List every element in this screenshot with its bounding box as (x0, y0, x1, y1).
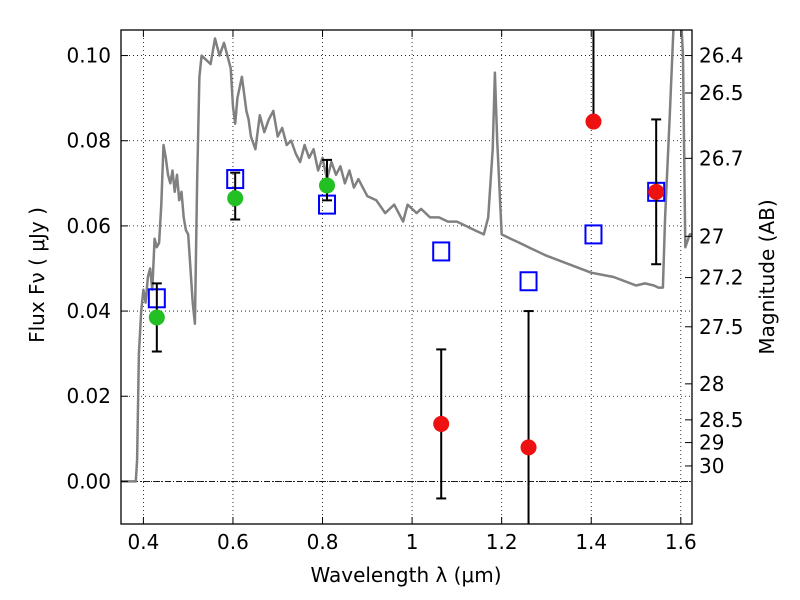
magnitude-tick-label: 27.5 (699, 315, 744, 339)
magnitude-tick-label: 26.7 (699, 146, 744, 170)
magnitude-tick-label: 28.5 (699, 408, 744, 432)
axes (120, 29, 693, 525)
y-tick-label: 0.00 (66, 469, 111, 493)
x-tick-label: 0.8 (307, 530, 339, 554)
model-spectrum-line (121, 30, 692, 483)
flux-point-marker (433, 415, 450, 432)
x-tick-label: 1 (406, 530, 419, 554)
x-tick-label: 0.4 (127, 530, 159, 554)
magnitude-tick-label: 29 (699, 431, 724, 455)
magnitude-tick-label: 28 (699, 372, 724, 396)
measurement-square-marker (432, 241, 451, 262)
y-tick-label: 0.06 (66, 214, 111, 238)
x-axis-label: Wavelength λ (μm) (310, 563, 501, 587)
measurement-square-marker (584, 224, 603, 245)
y-axis-label-right: Magnitude (AB) (755, 199, 779, 354)
magnitude-tick-label: 30 (699, 454, 724, 478)
y-tick-label: 0.10 (66, 44, 111, 68)
flux-point-marker (585, 113, 602, 130)
x-tick-label: 1.2 (486, 530, 518, 554)
tick-labels: 0.4 0.6 0.8 1 1.2 1.4 1.6 0.00 0.02 0.04 0.06 0.08 0… (66, 44, 743, 554)
flux-point-marker (148, 309, 165, 326)
flux-point-marker (648, 183, 665, 200)
magnitude-tick-label: 27 (699, 224, 724, 248)
flux-point-marker (319, 177, 336, 194)
x-tick-label: 1.6 (665, 530, 697, 554)
measurement-square-marker (519, 271, 538, 292)
x-tick-label: 0.6 (217, 530, 249, 554)
y-axis-label-left: Flux Fν ( μJy ) (25, 207, 49, 343)
magnitude-tick-label: 26.5 (699, 81, 744, 105)
y-tick-label: 0.02 (66, 384, 111, 408)
flux-point-marker (520, 439, 537, 456)
magnitude-tick-label: 26.4 (699, 44, 744, 68)
y-tick-label: 0.04 (66, 299, 111, 323)
y-tick-label: 0.08 (66, 129, 111, 153)
axes-frame (120, 29, 693, 525)
x-tick-label: 1.4 (575, 530, 607, 554)
plot-area (121, 30, 692, 524)
flux-point-marker (227, 190, 244, 207)
magnitude-tick-label: 27.2 (699, 266, 744, 290)
